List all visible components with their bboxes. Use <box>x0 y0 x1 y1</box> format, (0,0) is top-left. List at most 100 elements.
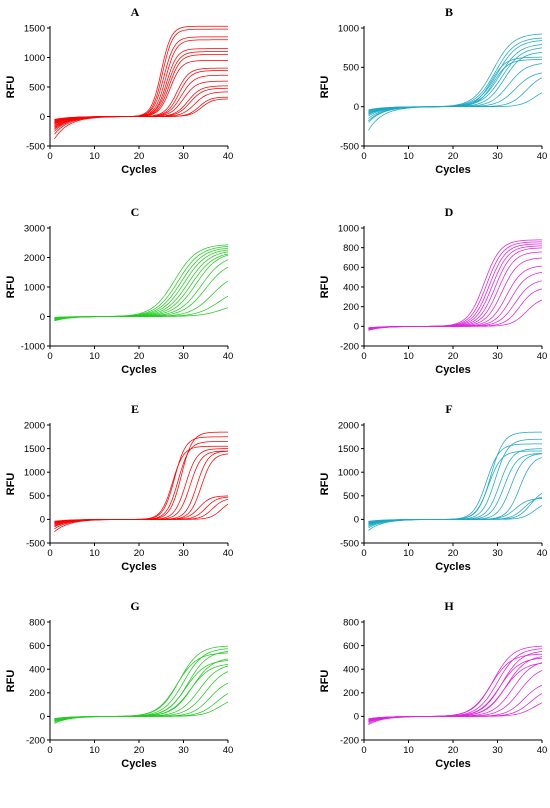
x-axis-label: Cycles <box>121 561 156 573</box>
y-axis-label: RFU <box>319 670 331 693</box>
y-tick-label: 0 <box>354 712 359 723</box>
y-tick-label: 500 <box>29 82 45 93</box>
y-tick-label: -500 <box>340 538 359 549</box>
y-tick-label: 800 <box>29 617 45 628</box>
y-axis-label: RFU <box>319 276 331 299</box>
y-tick-label: 0 <box>40 312 45 323</box>
y-axis-label: RFU <box>5 276 17 299</box>
x-tick-label: 30 <box>492 548 503 559</box>
amplification-curve-2 <box>368 241 543 331</box>
amplification-curve-5 <box>54 251 229 320</box>
amplification-curve-5 <box>368 247 543 330</box>
amplification-curve-7 <box>368 257 543 330</box>
x-tick-label: 0 <box>47 151 52 162</box>
x-tick-label: 10 <box>89 548 100 559</box>
series-group <box>368 645 543 725</box>
amplification-curve-12 <box>54 503 229 522</box>
x-tick-label: 10 <box>89 745 100 756</box>
amplification-curve-5 <box>54 448 229 526</box>
y-tick-label: 800 <box>343 243 359 254</box>
amplification-curve-8 <box>54 450 229 524</box>
amplification-curve-2 <box>54 436 228 530</box>
amplification-curve-17 <box>54 98 229 120</box>
panel-letter: B <box>445 5 453 19</box>
y-tick-label: -200 <box>340 735 359 746</box>
y-tick-label: 1000 <box>24 53 45 64</box>
amplification-curve-5 <box>54 658 229 721</box>
y-tick-label: 1500 <box>338 444 359 455</box>
x-tick-label: 10 <box>403 351 414 362</box>
amplification-curve-6 <box>54 660 229 721</box>
x-tick-label: 20 <box>134 151 145 162</box>
amplification-curve-7 <box>54 453 229 525</box>
x-tick-label: 0 <box>47 745 52 756</box>
panel-letter: A <box>131 5 140 19</box>
amplification-curve-6 <box>368 657 543 721</box>
x-tick-label: 10 <box>89 151 100 162</box>
x-tick-label: 40 <box>223 548 234 559</box>
amplification-curve-4 <box>368 245 543 330</box>
y-tick-label: 1500 <box>24 23 45 34</box>
x-axis-label: Cycles <box>121 164 156 176</box>
x-tick-label: 40 <box>223 351 234 362</box>
x-tick-label: 40 <box>537 151 548 162</box>
y-tick-label: 1000 <box>338 223 359 234</box>
x-axis-label: Cycles <box>435 758 470 770</box>
series-group <box>54 25 229 140</box>
x-axis-label: Cycles <box>121 758 156 770</box>
x-tick-label: 20 <box>134 548 145 559</box>
y-tick-label: 500 <box>343 63 359 74</box>
panel-letter: F <box>445 402 452 416</box>
y-tick-label: 2000 <box>24 420 45 431</box>
x-tick-label: 30 <box>178 351 189 362</box>
y-tick-label: 800 <box>343 617 359 628</box>
amplification-curve-3 <box>368 243 543 330</box>
amplification-curve-12 <box>54 307 229 318</box>
series-group <box>368 239 543 331</box>
y-tick-label: 0 <box>354 322 359 333</box>
amplification-curve-12 <box>368 92 543 111</box>
series-group <box>368 33 543 131</box>
x-tick-label: 10 <box>403 548 414 559</box>
y-tick-label: 600 <box>29 641 45 652</box>
amplification-curve-10 <box>54 280 229 319</box>
x-axis-label: Cycles <box>435 561 470 573</box>
amplification-curve-8 <box>368 265 543 329</box>
y-tick-label: 0 <box>354 102 359 113</box>
x-tick-label: 20 <box>448 548 459 559</box>
y-tick-label: 400 <box>343 282 359 293</box>
amplification-curve-12 <box>54 701 229 719</box>
x-tick-label: 10 <box>89 351 100 362</box>
y-tick-label: 200 <box>29 688 45 699</box>
x-tick-label: 0 <box>47 548 52 559</box>
panel-letter: H <box>444 599 454 613</box>
x-tick-label: 10 <box>403 151 414 162</box>
y-axis-label: RFU <box>5 473 17 496</box>
y-axis-label: RFU <box>5 76 17 99</box>
y-tick-label: -200 <box>26 735 45 746</box>
x-tick-label: 40 <box>223 151 234 162</box>
x-tick-label: 20 <box>134 351 145 362</box>
y-axis-label: RFU <box>5 670 17 693</box>
y-tick-label: -200 <box>340 341 359 352</box>
amplification-curve-2 <box>368 37 543 123</box>
amplification-curve-7 <box>368 453 543 525</box>
y-tick-label: 0 <box>40 712 45 723</box>
amplification-curve-5 <box>368 47 543 117</box>
panel-letter: D <box>445 205 454 219</box>
x-tick-label: 30 <box>492 745 503 756</box>
panel-letter: C <box>131 205 140 219</box>
y-tick-label: 600 <box>343 263 359 274</box>
y-tick-label: 0 <box>40 515 45 526</box>
y-tick-label: 500 <box>29 491 45 502</box>
x-tick-label: 40 <box>223 745 234 756</box>
amplification-curve-9 <box>368 272 543 329</box>
x-tick-label: 40 <box>537 745 548 756</box>
